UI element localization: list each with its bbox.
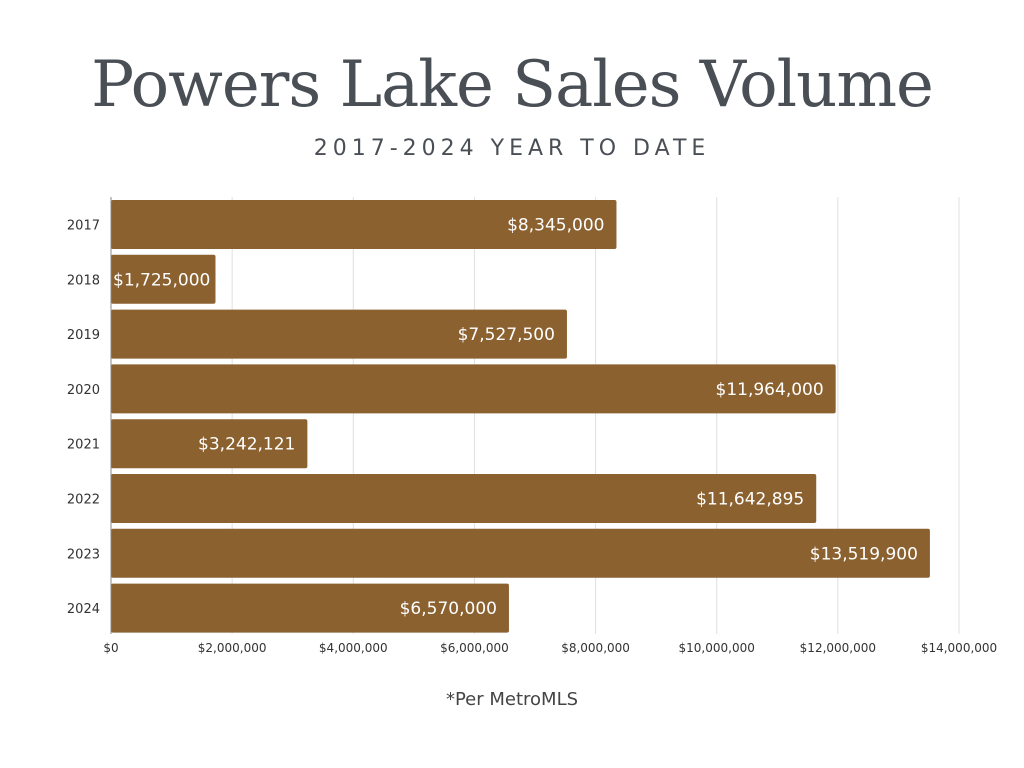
x-tick-label: $0 xyxy=(103,641,118,655)
data-label: $3,242,121 xyxy=(198,435,295,455)
axes: $0 $2,000,000 $4,000,000 $6,000,000 $8,000,0… xyxy=(67,197,997,655)
x-tick-label: $12,000,000 xyxy=(800,641,876,655)
data-label: $1,725,000 xyxy=(113,270,210,290)
bar xyxy=(111,254,216,304)
y-tick-label: 2024 xyxy=(67,602,100,617)
y-tick-label: 2022 xyxy=(67,493,100,508)
data-label: $8,345,000 xyxy=(507,216,604,236)
bars xyxy=(111,200,930,633)
bar xyxy=(111,364,836,414)
bar xyxy=(111,309,567,359)
x-tick-label: $4,000,000 xyxy=(319,641,388,655)
data-label: $11,642,895 xyxy=(696,490,804,510)
y-tick-label: 2018 xyxy=(67,273,100,288)
y-tick-label: 2017 xyxy=(67,219,100,234)
bar xyxy=(111,474,817,523)
x-tick-label: $14,000,000 xyxy=(921,641,997,655)
x-tick-label: $2,000,000 xyxy=(198,641,267,655)
x-tick-label: $6,000,000 xyxy=(440,641,509,655)
y-tick-label: 2021 xyxy=(67,438,100,453)
y-tick-label: 2019 xyxy=(67,328,100,343)
bar xyxy=(111,583,509,633)
bar-labels: $8,345,000 $1,725,000 $7,527,500 $11,964,00… xyxy=(113,216,918,620)
bar xyxy=(111,200,617,249)
y-tick-label: 2023 xyxy=(67,547,100,562)
data-label: $11,964,000 xyxy=(716,380,824,400)
chart-title: Powers Lake Sales Volume xyxy=(91,48,934,122)
x-tick-label: $8,000,000 xyxy=(561,641,630,655)
bar xyxy=(111,419,308,469)
data-label: $6,570,000 xyxy=(400,599,497,619)
bar xyxy=(111,528,930,578)
chart-subtitle: 2017-2024 YEAR TO DATE xyxy=(313,136,711,161)
x-tick-label: $10,000,000 xyxy=(679,641,755,655)
source-footnote: *Per MetroMLS xyxy=(445,689,579,710)
data-label: $7,527,500 xyxy=(458,325,555,345)
data-label: $13,519,900 xyxy=(810,544,918,564)
y-tick-label: 2020 xyxy=(67,383,100,398)
